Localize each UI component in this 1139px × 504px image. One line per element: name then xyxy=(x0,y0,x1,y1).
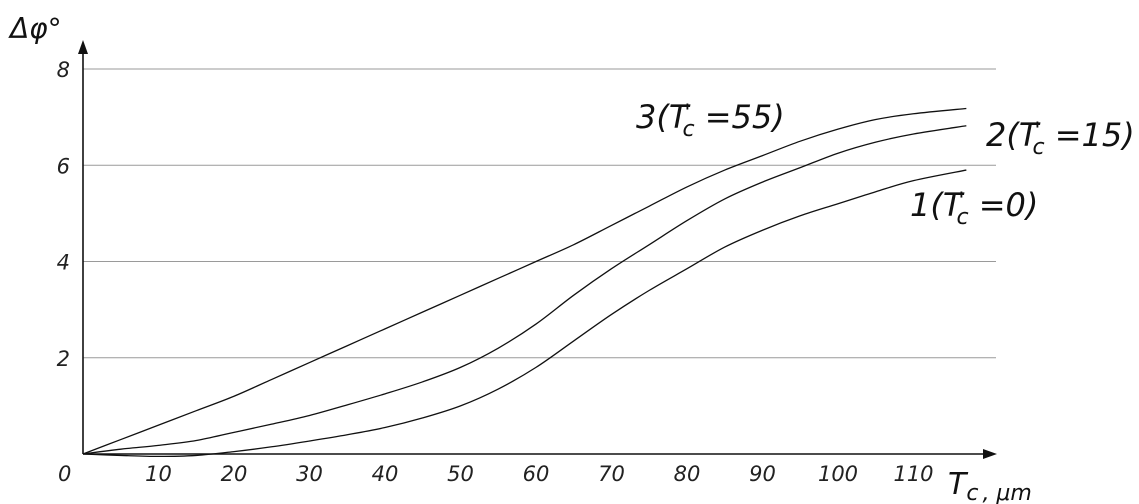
series-2-label-main: 2(T xyxy=(986,116,1041,154)
y-tick-label: 4 xyxy=(57,251,70,275)
tick-labels: 2 4 6 8 10 20 30 40 50 60 70 80 90 100 110 xyxy=(57,58,934,486)
series-2-label-rest: =15) xyxy=(1045,116,1135,154)
series-1-label-rest: =0) xyxy=(969,186,1039,224)
series-1-label: 1(T' c =0) xyxy=(910,186,1038,230)
grid-lines xyxy=(83,68,996,359)
series-3-label-sub: c xyxy=(682,117,694,142)
origin-label: 0 xyxy=(58,462,71,486)
x-tick-label: 40 xyxy=(372,462,399,486)
x-axis-label-unit: , μm xyxy=(982,481,1031,504)
y-axis-label: Δφ° xyxy=(8,12,62,45)
series-lines xyxy=(82,107,967,458)
x-axis-label: Tc, μm xyxy=(948,467,1032,504)
series-1-label-main: 1(T xyxy=(910,186,965,224)
series-1-label-sub: c xyxy=(956,205,968,230)
series-3-label-prime: ' xyxy=(684,101,690,126)
x-axis-label-main: T xyxy=(948,467,969,502)
x-axis-arrow xyxy=(983,449,997,459)
series-3-label-main: 3(T xyxy=(636,98,691,136)
series-2-label-prime: ' xyxy=(1034,119,1040,144)
x-tick-label: 70 xyxy=(598,462,625,486)
y-axis-arrow xyxy=(78,40,88,54)
series-3-line xyxy=(82,107,967,455)
series-3-label-rest: =55) xyxy=(695,98,785,136)
y-tick-label: 6 xyxy=(57,154,70,178)
x-tick-label: 50 xyxy=(447,462,474,486)
x-tick-label: 80 xyxy=(674,462,701,486)
series-2-label: 2(T' c =15) xyxy=(986,116,1135,160)
axes xyxy=(78,40,997,459)
series-3-label: 3(T' c =55) xyxy=(636,98,785,142)
x-tick-label: 20 xyxy=(221,462,248,486)
y-tick-label: 8 xyxy=(57,58,70,82)
y-tick-label: 2 xyxy=(57,347,70,371)
x-tick-label: 100 xyxy=(818,462,858,486)
series-1-label-prime: ' xyxy=(958,189,964,214)
series-1-line xyxy=(82,169,967,458)
x-tick-label: 110 xyxy=(893,462,933,486)
x-tick-label: 10 xyxy=(145,462,172,486)
x-tick-label: 30 xyxy=(296,462,323,486)
series-2-line xyxy=(82,125,967,455)
x-tick-label: 90 xyxy=(749,462,776,486)
x-axis-label-sub: c xyxy=(966,481,978,504)
x-tick-label: 60 xyxy=(523,462,550,486)
series-2-label-sub: c xyxy=(1032,135,1044,160)
